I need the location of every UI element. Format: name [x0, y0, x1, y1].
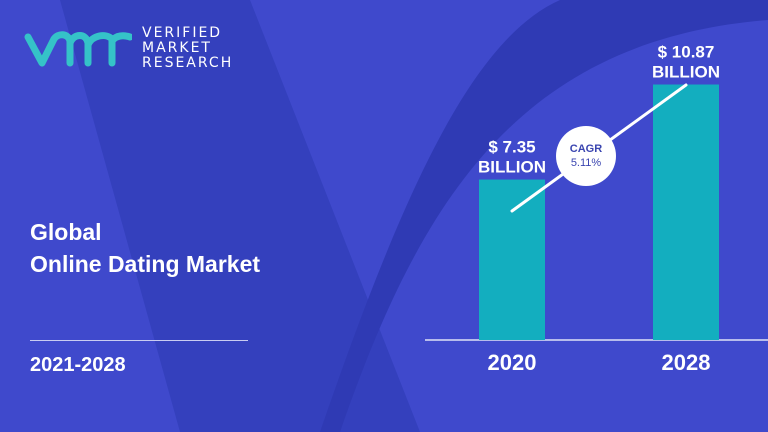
brand-line-1: VERIFIED — [142, 25, 223, 41]
title-line-2: Online Dating Market — [30, 251, 261, 277]
data-label-unit: BILLION — [652, 63, 720, 82]
title-line-1: Global — [30, 219, 102, 245]
brand-logo: VERIFIED MARKET RESEARCH — [24, 26, 233, 71]
bar-2028 — [653, 84, 719, 340]
brand-line-2: MARKET — [142, 40, 212, 56]
data-label-value: $ 7.35 — [488, 138, 535, 157]
cagr-label: CAGR — [570, 143, 602, 155]
page-title: Global Online Dating Market — [30, 216, 260, 280]
cagr-circle — [556, 126, 616, 186]
vmr-logo-icon — [24, 30, 132, 66]
brand-line-3: RESEARCH — [142, 55, 234, 71]
data-label-value: $ 10.87 — [658, 43, 715, 62]
cagr-value: 5.11% — [571, 157, 602, 169]
x-tick-label: 2028 — [662, 350, 711, 375]
bar-2020 — [479, 179, 545, 340]
x-tick-label: 2020 — [488, 350, 537, 375]
data-label-unit: BILLION — [478, 158, 546, 177]
divider — [30, 340, 248, 341]
forecast-period: 2021-2028 — [30, 354, 126, 376]
